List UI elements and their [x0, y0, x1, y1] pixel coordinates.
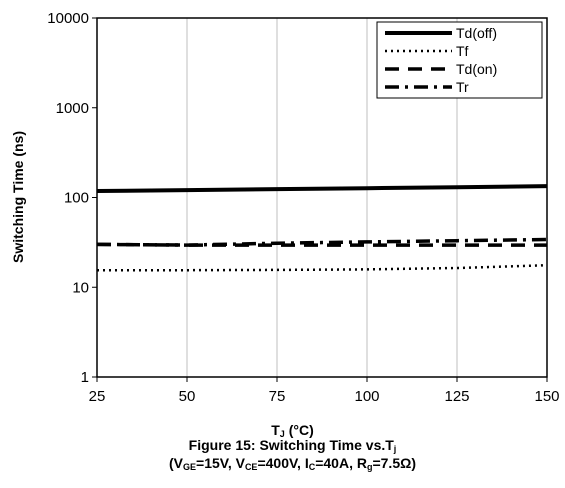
- x-tick-label: 125: [444, 388, 469, 405]
- subscript: j: [393, 444, 397, 454]
- caption-text: T: [271, 422, 280, 438]
- series-line-tf: [97, 263, 548, 272]
- y-tick-label: 100: [64, 190, 89, 207]
- y-tick-label: 10: [72, 279, 89, 296]
- caption-text: =7.5Ω): [372, 455, 416, 471]
- series-lines: [96, 184, 548, 272]
- legend: Td(off) Tf Td(on) Tr: [376, 21, 543, 99]
- x-tick-label: 25: [89, 388, 106, 405]
- legend-box: [376, 21, 543, 99]
- y-tick-label: 10000: [47, 10, 89, 27]
- y-axis-label: Switching Time (ns): [10, 131, 26, 263]
- legend-label: Tf: [456, 43, 469, 59]
- subscript: C: [308, 462, 316, 472]
- series-line-td-off: [96, 184, 548, 193]
- subscript: CE: [244, 462, 258, 472]
- caption-text: =400V, I: [257, 455, 309, 471]
- figure-subtitle: (VGE=15V, VCE=400V, IC=40A, Rg=7.5Ω): [10, 455, 565, 472]
- series-line-td-on: [96, 242, 547, 247]
- x-tick-label: 50: [179, 388, 196, 405]
- x-tick-label: 75: [269, 388, 286, 405]
- caption-text: =15V, V: [196, 455, 245, 471]
- x-tick-label: 100: [354, 388, 379, 405]
- x-tick-label: 150: [534, 388, 559, 405]
- x-axis-label: TJ (°C): [10, 422, 565, 439]
- series-line-tr: [96, 237, 548, 247]
- legend-label: Td(off): [456, 25, 497, 41]
- figure-title: Figure 15: Switching Time vs.Tj: [10, 437, 565, 454]
- subscript: J: [279, 429, 285, 439]
- axes: 25 50 75 100 125 150 1 10 100 1000 10000: [47, 10, 559, 405]
- caption-text: Figure 15: Switching Time vs.T: [188, 437, 394, 453]
- caption-text: (V: [169, 455, 183, 471]
- subscript: g: [366, 462, 373, 472]
- caption-text: (°C): [284, 422, 314, 438]
- legend-label: Td(on): [456, 61, 497, 77]
- legend-label: Tr: [456, 79, 469, 95]
- subscript: GE: [183, 462, 197, 472]
- caption-text: =40A, R: [315, 455, 367, 471]
- y-tick-label: 1000: [56, 100, 89, 117]
- y-tick-label: 1: [81, 369, 89, 386]
